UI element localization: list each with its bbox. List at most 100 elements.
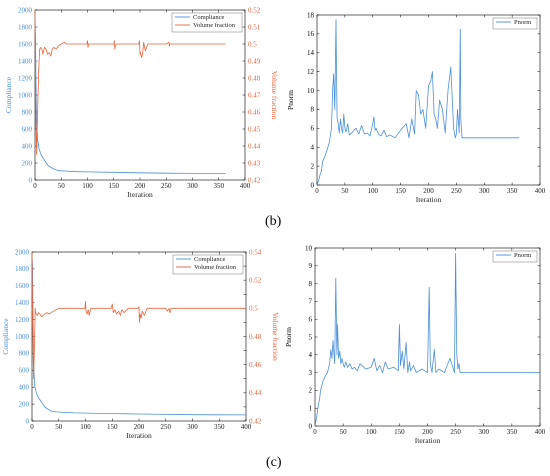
y-tick-label: 0 [26,417,30,425]
x-tick-label: 0 [313,428,317,436]
y-tick-label: 7 [309,298,313,306]
y2-tick-label: 0.46 [249,361,262,369]
x-tick-label: 100 [82,182,93,190]
y-tick-label: 12 [307,68,315,76]
x-tick-label: 50 [341,187,349,195]
legend-entry: Compliance [194,256,226,263]
chart-b-compliance-volume: 0 50 100 150 200 250 300 350 400 Iteration 0 200 400… [4,6,279,199]
y-tick-label: 1000 [15,333,30,341]
y2-tick-label: 0.49 [248,57,261,65]
y-tick-label: 600 [22,125,33,133]
legend-entry: Volume fraction [194,264,237,271]
x-tick-label: 0 [30,423,34,431]
x-tick-label: 50 [58,182,66,190]
y-tick-label: 0 [309,422,313,430]
x-tick-label: 400 [535,428,546,436]
y-tick-label: 800 [19,350,30,358]
y-tick-label: 16 [307,30,315,38]
x-axis-label: Iteration [127,190,153,199]
y2-axis-label: Volume fraction [271,312,280,361]
x-tick-label: 250 [451,187,462,195]
x-axis-label: Iteration [415,436,441,445]
y2-tick-label: 0.52 [249,276,262,284]
y2-tick-label: 0.52 [248,6,261,14]
x-tick-label: 200 [422,428,433,436]
legend-box [172,254,244,275]
series-line-volume-fraction [31,251,246,380]
x-tick-label: 250 [161,182,172,190]
x-axis-label: Iteration [126,431,152,440]
panel-label-c: (c) [266,455,282,470]
plot-frame [314,247,541,427]
x-tick-label: 300 [479,428,490,436]
y-tick-label: 600 [19,367,30,375]
y-axis-label: Pnorm [286,90,295,110]
y2-tick-label: 0.48 [248,74,261,82]
y2-tick-label: 0.54 [249,248,262,256]
y-tick-label: 1800 [18,23,33,31]
y-tick-label: 1200 [15,316,30,324]
y2-tick-label: 0.42 [248,176,261,184]
y-tick-label: 800 [22,108,33,116]
x-tick-label: 350 [507,428,518,436]
legend-entry: Pnorm [514,252,531,259]
x-tick-label: 200 [135,182,146,190]
y2-tick-label: 0.44 [249,389,262,397]
y-tick-label: 200 [19,400,30,408]
y2-tick-label: 0.44 [248,142,261,150]
chart-c-pnorm: 0 50 100 150 200 250 300 350 400 Iteration 0 1 2 3 4 5 6… [284,244,546,445]
y-tick-label: 400 [19,384,30,392]
series-line-pnorm [314,252,540,427]
y-tick-label: 0 [29,176,33,184]
x-tick-label: 350 [214,182,225,190]
y-tick-label: 1600 [15,282,30,290]
y-tick-label: 6 [309,316,313,324]
x-tick-label: 0 [33,182,37,190]
y2-tick-label: 0.45 [248,125,261,133]
x-tick-label: 150 [395,187,406,195]
legend-box [492,17,538,30]
legend-entry: Compliance [193,14,225,21]
y-tick-label: 1200 [18,74,33,82]
legend-box [171,12,243,33]
panel-label-b: (b) [265,214,282,229]
legend-entry: Pnorm [514,19,531,26]
x-tick-label: 300 [187,182,198,190]
x-tick-label: 250 [161,423,172,431]
x-tick-label: 50 [340,428,348,436]
series-line-volume-fraction [34,9,226,155]
legend-entry: Volume fraction [193,22,236,29]
y-axis-label: Compliance [1,318,10,355]
plot-frame [31,251,247,422]
y-tick-label: 4 [309,351,313,359]
x-tick-label: 350 [214,423,225,431]
y-axis-label: Pnorm [284,327,293,347]
y-tick-label: 400 [22,142,33,150]
chart-b-pnorm: 0 50 100 150 200 250 300 350 400 Iteration 0 2 4 6 8 10… [286,11,546,204]
x-tick-label: 300 [187,423,198,431]
y-tick-label: 1400 [15,299,30,307]
x-tick-label: 350 [507,187,518,195]
y-tick-label: 8 [309,280,313,288]
series-line-compliance [34,14,226,174]
y-tick-label: 18 [307,11,315,19]
y-tick-label: 1800 [15,265,30,273]
x-tick-label: 100 [80,423,91,431]
x-tick-label: 250 [450,428,461,436]
y-tick-label: 2000 [18,6,33,14]
legend-box [492,250,538,263]
y-tick-label: 2 [309,387,313,395]
y2-tick-label: 0.5 [249,305,258,313]
x-tick-label: 150 [109,182,120,190]
y2-tick-label: 0.51 [248,23,261,31]
y-tick-label: 1400 [18,57,33,65]
y-tick-label: 2000 [15,248,30,256]
chart-c-compliance-volume: 0 50 100 150 200 250 300 350 400 Iteration 0 200 400… [1,248,280,440]
y-tick-label: 2 [311,162,315,170]
y2-tick-label: 0.47 [248,91,261,99]
x-tick-label: 50 [55,423,63,431]
y-tick-label: 5 [309,333,313,341]
x-tick-label: 0 [315,187,319,195]
y-tick-label: 1000 [18,91,33,99]
